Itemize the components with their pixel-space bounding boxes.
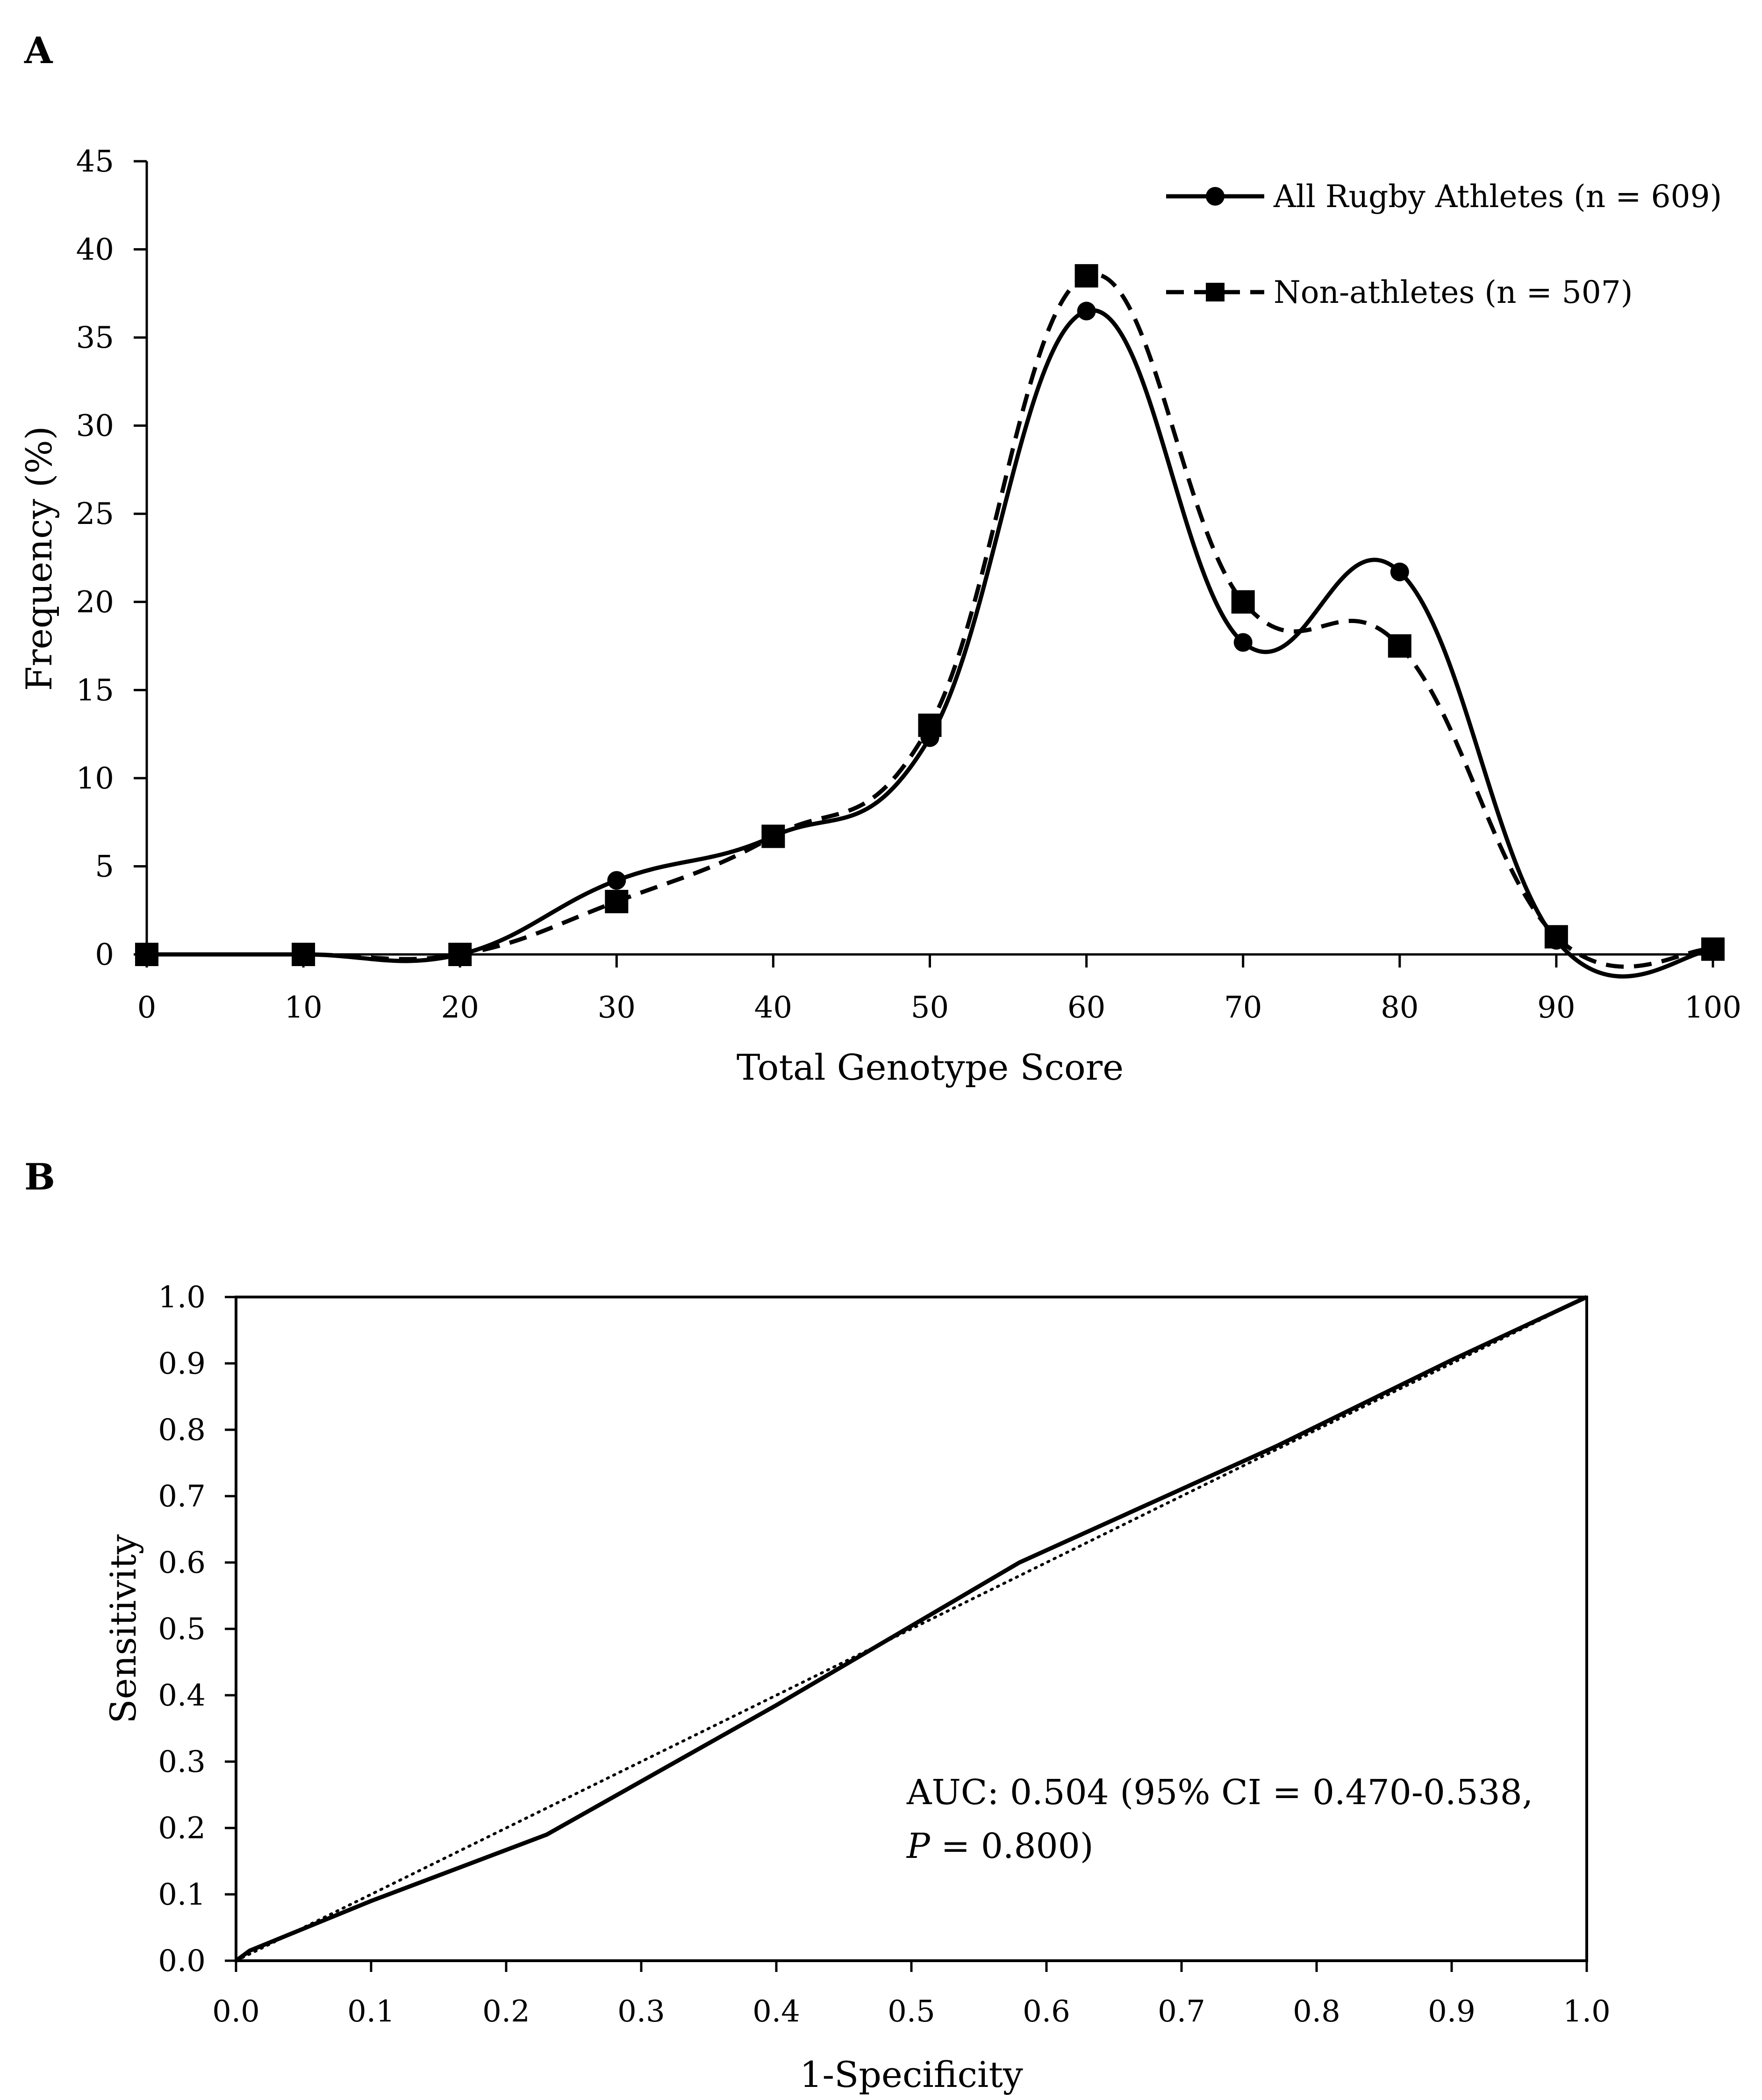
chart-a-y-tick-label: 20 bbox=[76, 585, 114, 620]
chart-a-y-title: Frequency (%) bbox=[18, 426, 60, 691]
data-point-athletes bbox=[1704, 941, 1722, 960]
chart-b-y-tick-label: 0.5 bbox=[158, 1612, 206, 1647]
chart-b-x-tick-label: 0.1 bbox=[347, 1994, 395, 2029]
data-point-athletes bbox=[1547, 931, 1566, 950]
chart-b-y-tick-label: 0.6 bbox=[158, 1546, 206, 1580]
chart-a: 0 5 10 15 20 25 30 35 40 45 0 10 20 30 40 50 60 70 80 90 10… bbox=[18, 144, 1741, 1088]
chart-a-x-tick-label: 60 bbox=[1067, 990, 1105, 1025]
chart-b-y-title: Sensitivity bbox=[102, 1534, 144, 1724]
auc-annotation-line2: P = 0.800) bbox=[906, 1826, 1094, 1866]
chart-a-y-tick-label: 10 bbox=[76, 761, 114, 796]
data-point-athletes bbox=[451, 945, 470, 964]
data-point-athletes bbox=[1077, 301, 1096, 321]
series-line-nonathletes bbox=[147, 272, 1713, 969]
chart-a-y-tick-label: 40 bbox=[76, 233, 114, 267]
chart-a-x-tick-label: 40 bbox=[754, 990, 792, 1025]
chart-b-y-tick-label: 0.7 bbox=[158, 1479, 206, 1514]
data-point-nonathletes bbox=[605, 889, 629, 913]
chart-a-x-tick-label: 80 bbox=[1381, 990, 1418, 1025]
chart-a-x-tick-label: 90 bbox=[1537, 990, 1575, 1025]
chart-b-x-tick-label: 0.0 bbox=[212, 1994, 260, 2029]
chart-b-y-tick-label: 0.1 bbox=[158, 1878, 206, 1912]
chart-b-y-tick-label: 0.2 bbox=[158, 1811, 206, 1846]
data-point-athletes bbox=[294, 945, 313, 964]
legend-label-athletes: All Rugby Athletes (n = 609) bbox=[1273, 179, 1722, 215]
data-point-nonathletes bbox=[1231, 590, 1255, 614]
chart-b-x-tick-label: 0.8 bbox=[1293, 1994, 1340, 2029]
data-point-athletes bbox=[607, 871, 626, 890]
data-point-nonathletes bbox=[1388, 634, 1411, 658]
chart-a-y-tick-label: 15 bbox=[76, 673, 114, 708]
chart-a-y-tick-label: 25 bbox=[76, 497, 114, 531]
chart-b-x-tick-label: 0.5 bbox=[888, 1994, 935, 2029]
data-point-athletes bbox=[137, 945, 156, 964]
chart-a-x-tick-label: 10 bbox=[284, 990, 322, 1025]
chart-b-y-tick-label: 0.8 bbox=[158, 1413, 206, 1448]
chart-a-y-tick-label: 35 bbox=[76, 321, 114, 355]
chart-a-x-tick-label: 70 bbox=[1224, 990, 1262, 1025]
chart-a-y-tick-label: 30 bbox=[76, 409, 114, 444]
legend-marker-nonathletes bbox=[1206, 283, 1225, 301]
reference-line bbox=[235, 1296, 1588, 1962]
chart-b-x-tick-label: 0.4 bbox=[752, 1994, 800, 2029]
chart-a-x-tick-label: 100 bbox=[1684, 990, 1741, 1025]
data-point-athletes bbox=[1390, 562, 1409, 581]
data-point-athletes bbox=[764, 827, 783, 846]
chart-b-x-tick-label: 1.0 bbox=[1563, 1994, 1611, 2029]
chart-a-x-tick-label: 30 bbox=[598, 990, 636, 1025]
chart-a-y-tick-label: 5 bbox=[95, 849, 114, 884]
legend-label-nonathletes: Non-athletes (n = 507) bbox=[1274, 274, 1633, 310]
chart-b-x-tick-label: 0.2 bbox=[482, 1994, 530, 2029]
series-line-athletes bbox=[147, 308, 1713, 979]
chart-b-y-tick-label: 1.0 bbox=[158, 1280, 206, 1315]
chart-b-y-tick-label: 0.0 bbox=[158, 1944, 206, 1978]
data-point-athletes bbox=[1233, 633, 1253, 652]
chart-a-x-tick-label: 0 bbox=[137, 990, 157, 1025]
chart-a-y-tick-label: 45 bbox=[76, 144, 114, 179]
chart-a-x-tick-label: 50 bbox=[911, 990, 949, 1025]
p-italic: P bbox=[906, 1826, 931, 1866]
chart-b-y-tick-label: 0.9 bbox=[158, 1347, 206, 1381]
chart-b-y-tick-label: 0.3 bbox=[158, 1745, 206, 1779]
chart-b: 0.0 0.1 0.2 0.3 0.4 0.5 0.6 0.7 0.8 0.9 1.0 0.0 0.1… bbox=[102, 1280, 1611, 2095]
auc-annotation-line1: AUC: 0.504 (95% CI = 0.470-0.538, bbox=[906, 1772, 1533, 1813]
chart-b-y-tick-label: 0.4 bbox=[158, 1678, 206, 1713]
chart-b-x-tick-label: 0.7 bbox=[1158, 1994, 1205, 2029]
chart-a-x-title: Total Genotype Score bbox=[737, 1046, 1124, 1088]
chart-a-legend: All Rugby Athletes (n = 609) Non-athlete… bbox=[1166, 179, 1722, 310]
chart-b-x-tick-label: 0.9 bbox=[1428, 1994, 1475, 2029]
chart-a-y-tick-label: 0 bbox=[95, 938, 114, 972]
chart-a-x-tick-label: 20 bbox=[441, 990, 479, 1025]
roc-curve bbox=[235, 1295, 1588, 1963]
p-value: = 0.800) bbox=[930, 1826, 1094, 1866]
chart-b-x-tick-label: 0.6 bbox=[1023, 1994, 1070, 2029]
panel-a-label: A bbox=[24, 29, 53, 72]
chart-b-x-tick-label: 0.3 bbox=[617, 1994, 665, 2029]
data-point-athletes bbox=[920, 728, 939, 747]
legend-marker-athletes bbox=[1206, 187, 1225, 206]
data-point-nonathletes bbox=[1074, 264, 1098, 288]
chart-b-x-title: 1-Specificity bbox=[800, 2054, 1023, 2095]
panel-b-label: B bbox=[24, 1156, 55, 1198]
